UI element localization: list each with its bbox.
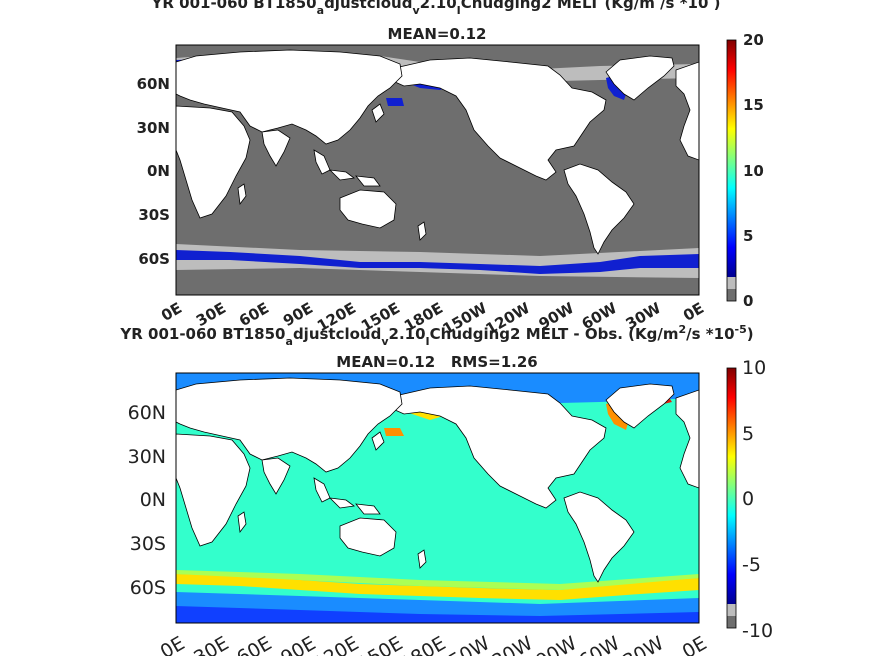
lon-label: 150E: [354, 632, 407, 656]
lon-label: 120E: [310, 632, 363, 656]
colorbar-tick: 10: [742, 357, 766, 379]
lat-label: 60N: [128, 402, 166, 424]
lon-label: 0E: [679, 632, 711, 656]
southern-pos-band: [176, 574, 699, 600]
lat-axis-top: 60N 30N 0N 30S 60S: [137, 75, 170, 268]
colorbar-zero-gray: [727, 277, 736, 289]
lon-label: 90E: [277, 632, 319, 656]
lon-label: 0E: [680, 299, 707, 325]
lon-label: 30W: [619, 632, 667, 656]
lat-axis-bottom: 60N 30N 0N 30S 60S: [128, 402, 166, 599]
lon-label: 180E: [397, 632, 450, 656]
lat-label: 60S: [138, 250, 170, 268]
colorbar-tick: 20: [743, 31, 764, 49]
colorbar-tick: 0: [742, 488, 754, 510]
southern-neg-band-dark: [176, 606, 699, 623]
colorbar-tick: 5: [743, 227, 753, 245]
panel2-subtitle: MEAN=0.12 RMS=1.26: [336, 353, 537, 371]
lon-axis-bottom: 0E 30E 60E 90E 120E 150E 180E 150W 120W …: [157, 632, 711, 656]
colorbar-tick: 15: [743, 96, 764, 114]
southern-melt-band: [176, 250, 699, 274]
lat-label: 30S: [138, 206, 170, 224]
lat-label: 30S: [130, 533, 166, 555]
lat-label: 0N: [147, 162, 170, 180]
lat-label: 30N: [128, 446, 166, 468]
colorbar-bottom: 10 5 0 -5 -10: [726, 357, 773, 642]
lat-label: 0N: [140, 489, 166, 511]
map-bottom: [176, 373, 699, 623]
colorbar-tick: 5: [742, 423, 754, 445]
panel2-title: YR 001-060 BT1850adjustcloudv2.10IChudgi…: [119, 323, 753, 348]
lon-label: 60W: [575, 632, 623, 656]
panel1-subtitle: MEAN=0.12: [388, 25, 487, 43]
lon-label: 0E: [157, 632, 189, 656]
colorbar-tick: -5: [742, 554, 761, 576]
panel1-title: YR 001-060 BT1850adjustcloudv2.10IChudgi…: [151, 0, 721, 17]
map-top: [176, 45, 699, 295]
lat-label: 30N: [137, 119, 170, 137]
lon-label: 30E: [190, 632, 232, 656]
colorbar-tick: -10: [742, 620, 773, 642]
panel-bottom: YR 001-060 BT1850adjustcloudv2.10IChudgi…: [119, 323, 773, 656]
colorbar-top: 20 15 10 5 0: [726, 31, 764, 310]
lat-label: 60S: [130, 577, 166, 599]
colorbar-gradient: [727, 368, 736, 604]
kamchatka-melt: [386, 98, 404, 106]
colorbar-low-gray: [727, 604, 736, 616]
colorbar-gradient: [727, 40, 736, 277]
lon-label: 0E: [158, 299, 185, 325]
lat-label: 60N: [137, 75, 170, 93]
lon-label: 60E: [233, 632, 275, 656]
panel-top: YR 001-060 BT1850adjustcloudv2.10IChudgi…: [137, 0, 764, 338]
map-top-frame: [175, 44, 700, 296]
lon-label: 90W: [532, 632, 580, 656]
colorbar-low-dark: [727, 616, 736, 628]
colorbar-zero-dark: [727, 289, 736, 301]
okhotsk-anomaly: [384, 428, 404, 436]
colorbar-tick: 0: [743, 292, 753, 310]
colorbar-tick: 10: [743, 162, 764, 180]
southern-pos-band-light: [176, 570, 699, 590]
map-bottom-frame: [175, 372, 700, 624]
